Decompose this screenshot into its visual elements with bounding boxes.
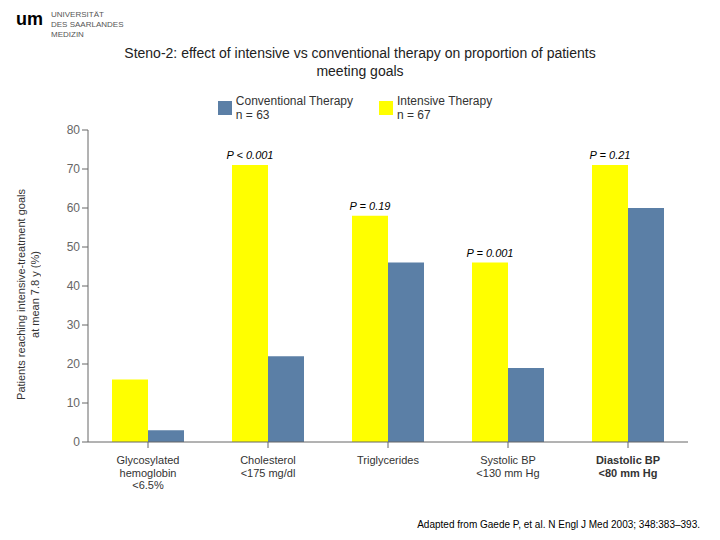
svg-text:80: 80 — [67, 123, 81, 137]
svg-text:70: 70 — [67, 162, 81, 176]
svg-text:20: 20 — [67, 357, 81, 371]
html-text:Steno-2: effect of intensive v: Steno-2: effect of intensive vs conventi… — [124, 45, 596, 79]
svg-text:Systolic BP<130 mm Hg: Systolic BP<130 mm Hg — [476, 454, 539, 479]
svg-text:10: 10 — [67, 396, 81, 410]
html-text:Intensive Therapy n = 67: Intensive Therapy n = 67 — [397, 94, 493, 122]
svg-text:Cholesterol<175 mg/dl: Cholesterol<175 mg/dl — [240, 454, 296, 479]
html-text:Conventional Therapy n = 63: Conventional Therapy n = 63 — [235, 94, 353, 122]
html-text:um: um — [16, 9, 43, 29]
svg-text:P = 0.19: P = 0.19 — [350, 200, 391, 212]
svg-text:P = 0.001: P = 0.001 — [467, 247, 514, 259]
svg-text:P < 0.001: P < 0.001 — [227, 149, 274, 161]
svg-text:40: 40 — [67, 279, 81, 293]
svg-text:50: 50 — [67, 240, 81, 254]
html-text:Patients reaching intensive-tr: Patients reaching intensive-treatment go… — [15, 188, 41, 400]
svg-text:0: 0 — [73, 435, 80, 449]
svg-text:30: 30 — [67, 318, 81, 332]
svg-text:P = 0.21: P = 0.21 — [590, 149, 631, 161]
html-text:UNIVERSITÄT DES SAARLANDES MED: UNIVERSITÄT DES SAARLANDES MEDIZIN — [51, 10, 124, 39]
svg-text:60: 60 — [67, 201, 81, 215]
svg-text:Diastolic BP<80 mm Hg: Diastolic BP<80 mm Hg — [596, 454, 660, 479]
html-text:Adapted from Gaede P, et al. N: Adapted from Gaede P, et al. N Engl J Me… — [417, 519, 700, 530]
svg-text:Triglycerides: Triglycerides — [357, 454, 419, 466]
svg-text:Glycosylatedhemoglobin<6.5%: Glycosylatedhemoglobin<6.5% — [117, 454, 180, 491]
